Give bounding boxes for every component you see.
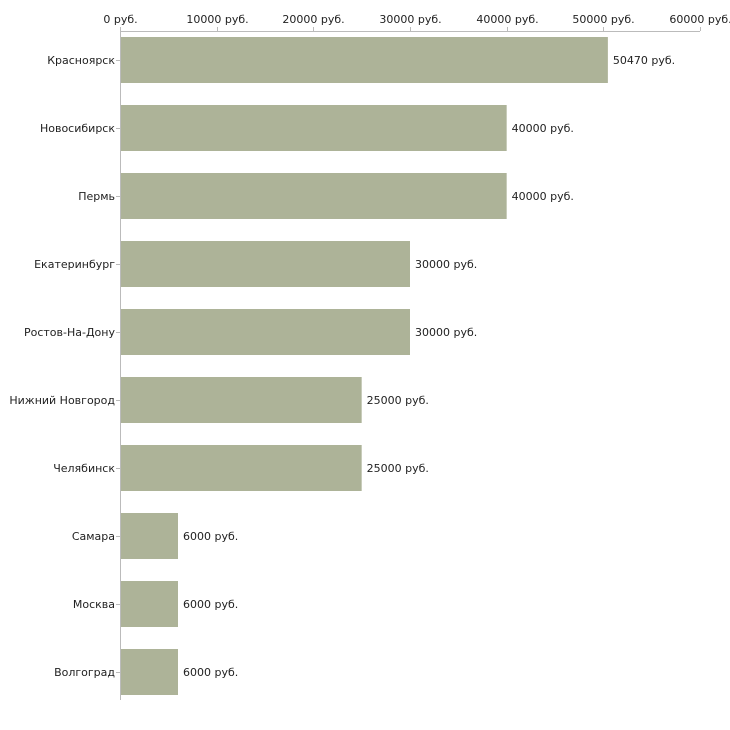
x-tick-label: 50000 руб.: [572, 13, 634, 26]
x-tick-label: 0 руб.: [103, 13, 137, 26]
x-tick-label: 30000 руб.: [379, 13, 441, 26]
bar: [121, 513, 178, 559]
category-label: Новосибирск: [40, 122, 115, 135]
bar: [121, 581, 178, 627]
value-label: 25000 руб.: [367, 462, 429, 475]
category-label: Ростов-На-Дону: [24, 326, 115, 339]
bar: [121, 309, 410, 355]
category-label: Волгоград: [54, 666, 115, 679]
value-label: 6000 руб.: [183, 598, 238, 611]
value-label: 40000 руб.: [512, 190, 574, 203]
category-label: Самара: [72, 530, 115, 543]
value-label: 6000 руб.: [183, 530, 238, 543]
value-label: 40000 руб.: [512, 122, 574, 135]
value-label: 50470 руб.: [613, 54, 675, 67]
category-label: Пермь: [78, 190, 115, 203]
category-label: Москва: [73, 598, 115, 611]
bar: [121, 173, 507, 219]
value-label: 6000 руб.: [183, 666, 238, 679]
bar: [121, 241, 410, 287]
category-label: Красноярск: [47, 54, 115, 67]
category-label: Нижний Новгород: [9, 394, 115, 407]
value-label: 30000 руб.: [415, 326, 477, 339]
category-label: Екатеринбург: [34, 258, 115, 271]
bar: [121, 37, 608, 83]
bar: [121, 649, 178, 695]
bar: [121, 377, 362, 423]
value-label: 25000 руб.: [367, 394, 429, 407]
x-tick-label: 10000 руб.: [186, 13, 248, 26]
x-tick-label: 40000 руб.: [476, 13, 538, 26]
bar: [121, 445, 362, 491]
value-label: 30000 руб.: [415, 258, 477, 271]
x-tick-label: 60000 руб.: [669, 13, 730, 26]
category-label: Челябинск: [53, 462, 115, 475]
bar: [121, 105, 507, 151]
x-tick-label: 20000 руб.: [282, 13, 344, 26]
